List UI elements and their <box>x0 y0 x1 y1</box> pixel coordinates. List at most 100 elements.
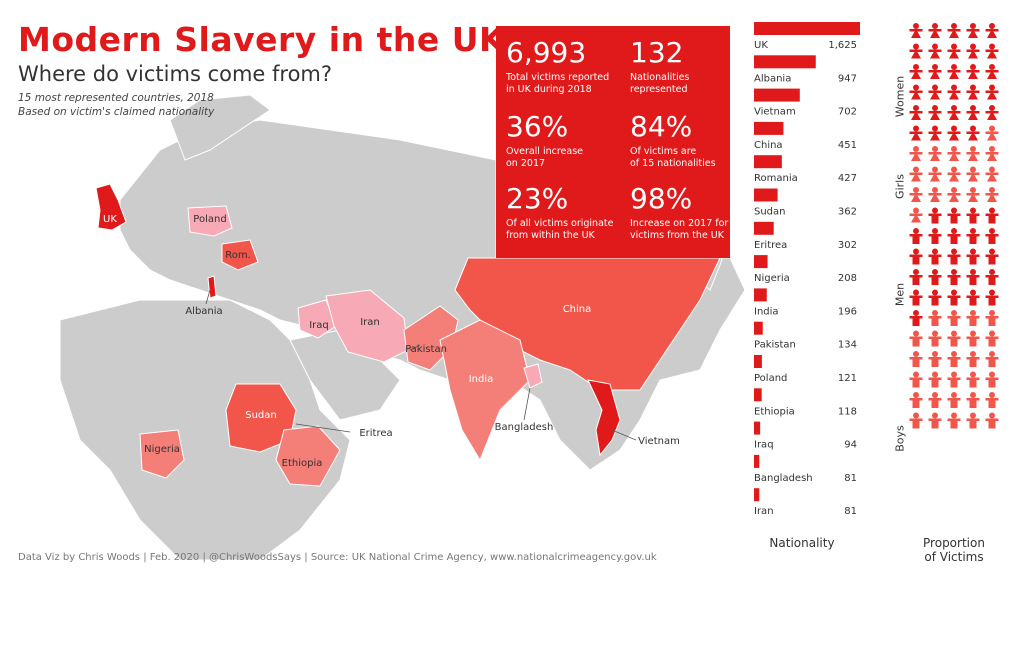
vietnam-country <box>587 379 621 457</box>
stat-value: 6,993 <box>506 36 587 69</box>
stat-value: 98% <box>630 182 693 215</box>
person-icon-boy <box>966 351 980 367</box>
person-icon-boy <box>928 351 942 367</box>
bar-category-label: Ethiopia <box>754 406 795 417</box>
map-label-group: UK Poland Rom. Albania Iraq Iran Pakista… <box>103 214 680 469</box>
person-icon-man <box>909 228 923 244</box>
bar-category-label: Iran <box>754 506 774 517</box>
person-icon-boy <box>985 310 999 326</box>
leader-lines <box>205 289 637 441</box>
person-icon-boy <box>985 351 999 367</box>
bar-category-label: China <box>754 140 783 151</box>
bar-chart-xlabel: Nationality <box>769 536 835 550</box>
person-icon-man <box>909 269 923 285</box>
bar-value-label: 81 <box>844 506 857 517</box>
person-icon-girl <box>909 207 923 223</box>
bar-category-label: Vietnam <box>754 107 796 118</box>
person-icon-woman <box>947 84 961 100</box>
segment-label-women: Women <box>893 75 907 118</box>
bar-value-label: 208 <box>838 273 857 284</box>
person-icon-boy <box>928 392 942 408</box>
bar-value-label: 121 <box>838 373 857 384</box>
stat-label: Of all victims originate from within the… <box>506 218 614 241</box>
stat-value: 132 <box>630 36 684 69</box>
person-icon-boy <box>947 351 961 367</box>
person-icon-woman <box>909 64 923 79</box>
person-icon-woman <box>985 23 999 38</box>
map-label-india: India <box>469 374 494 385</box>
person-icon-man <box>966 207 980 224</box>
stat-value: 36% <box>506 110 569 143</box>
map-label-uk: UK <box>103 214 117 225</box>
bar-bangladesh <box>754 454 760 468</box>
person-icon-man <box>966 289 980 306</box>
bar-category-label: Nigeria <box>754 273 790 284</box>
person-icon-boy <box>928 412 942 429</box>
stat-uk-origin: 23% Of all victims originate from within… <box>506 184 613 242</box>
person-icon-man <box>947 289 961 306</box>
map-label-ethiopia: Ethiopia <box>282 458 323 469</box>
romania-country <box>221 239 259 271</box>
person-icon-woman <box>928 43 942 59</box>
note-line-1: 15 most represented countries, 2018 <box>18 92 214 104</box>
person-icon-man <box>985 289 999 306</box>
person-icon-girl <box>966 187 980 202</box>
bar-value-label: 118 <box>838 406 857 417</box>
person-icon-man <box>985 269 999 285</box>
person-icon-girl <box>928 187 942 202</box>
footer-credits: Data Viz by Chris Woods | Feb. 2020 | @C… <box>18 552 657 563</box>
bar-value-label: 196 <box>838 306 857 317</box>
segment-label-boys: Boys <box>893 425 907 452</box>
stat-total-victims: 6,993 Total victims reported in UK durin… <box>506 38 609 96</box>
bar-india <box>754 288 767 302</box>
person-icon-girl <box>985 146 999 161</box>
person-icon-boy <box>947 412 961 429</box>
person-icon-woman <box>966 105 980 120</box>
pictogram-title: Proportion of Victims <box>923 536 985 564</box>
person-icon-boy <box>985 330 999 347</box>
bar-category-label: UK <box>754 40 768 51</box>
bar-romania <box>754 155 782 169</box>
person-icon-woman <box>966 23 980 38</box>
person-icon-girl <box>947 187 961 202</box>
person-icon-woman <box>909 84 923 100</box>
bar-value-label: 81 <box>844 473 857 484</box>
ethiopia-country <box>275 425 341 487</box>
stat-uk-increase: 98% Increase on 2017 for victims from th… <box>630 184 728 242</box>
nigeria-country <box>139 429 185 479</box>
person-icon-man <box>928 228 942 244</box>
person-icon-woman <box>947 125 961 141</box>
bar-value-label: 702 <box>838 107 857 118</box>
person-icon-man <box>947 207 961 224</box>
stat-label: Nationalities represented <box>630 72 690 95</box>
person-icon-boy <box>909 412 923 429</box>
bar-iraq <box>754 421 761 435</box>
person-icon-girl <box>909 146 923 161</box>
person-icon-woman <box>985 43 999 59</box>
map-label-bangladesh: Bangladesh <box>495 422 554 433</box>
map-label-vietnam: Vietnam <box>638 436 680 447</box>
stat-label: Increase on 2017 for victims from the UK <box>630 218 729 241</box>
bar-category-label: Pakistan <box>754 340 796 351</box>
person-icon-woman <box>909 125 923 141</box>
bar-category-label: Romania <box>754 173 798 184</box>
bar-category-label: Bangladesh <box>754 473 813 484</box>
map-label-china: China <box>563 304 592 315</box>
person-icon-man <box>966 248 980 265</box>
map-label-nigeria: Nigeria <box>144 444 180 455</box>
person-icon-woman <box>928 84 942 100</box>
stat-label: Overall increase on 2017 <box>506 146 584 169</box>
map-label-poland: Poland <box>193 214 226 225</box>
person-icon-boy <box>947 310 961 326</box>
person-icon-woman <box>909 43 923 59</box>
bar-value-label: 94 <box>844 440 857 451</box>
person-icon-woman <box>947 105 961 120</box>
person-icon-man <box>947 248 961 265</box>
person-icon-woman <box>928 64 942 79</box>
africa-land <box>59 299 351 561</box>
bar-iran <box>754 488 760 502</box>
bar-eritrea <box>754 221 774 235</box>
bar-china <box>754 121 784 135</box>
person-icon-boy <box>966 371 980 388</box>
map-label-albania: Albania <box>185 306 222 317</box>
